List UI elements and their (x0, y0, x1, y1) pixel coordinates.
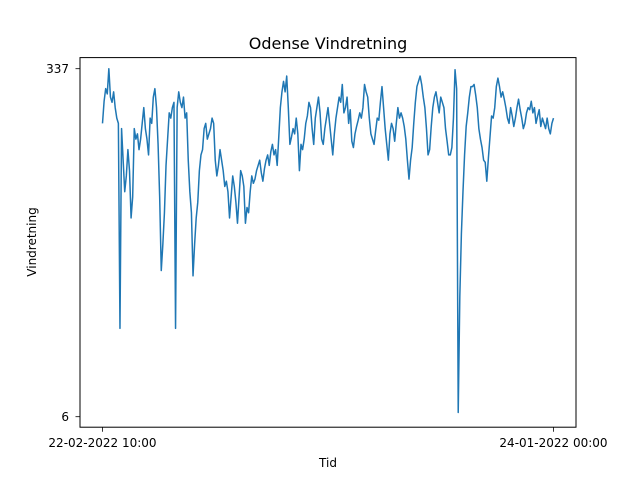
x-tick-label-right: 24-01-2022 00:00 (499, 436, 607, 450)
y-tick-label-bottom: 6 (61, 410, 69, 424)
plot-area (101, 67, 555, 414)
axes-frame (79, 57, 577, 428)
y-axis-label: Vindretning (25, 207, 39, 276)
x-tick-label-left: 22-02-2022 10:00 (48, 436, 156, 450)
chart-title: Odense Vindretning (249, 34, 408, 53)
x-axis-label: Tid (318, 456, 337, 470)
series-line-0 (101, 67, 555, 414)
y-tick-label-top: 337 (46, 62, 69, 76)
